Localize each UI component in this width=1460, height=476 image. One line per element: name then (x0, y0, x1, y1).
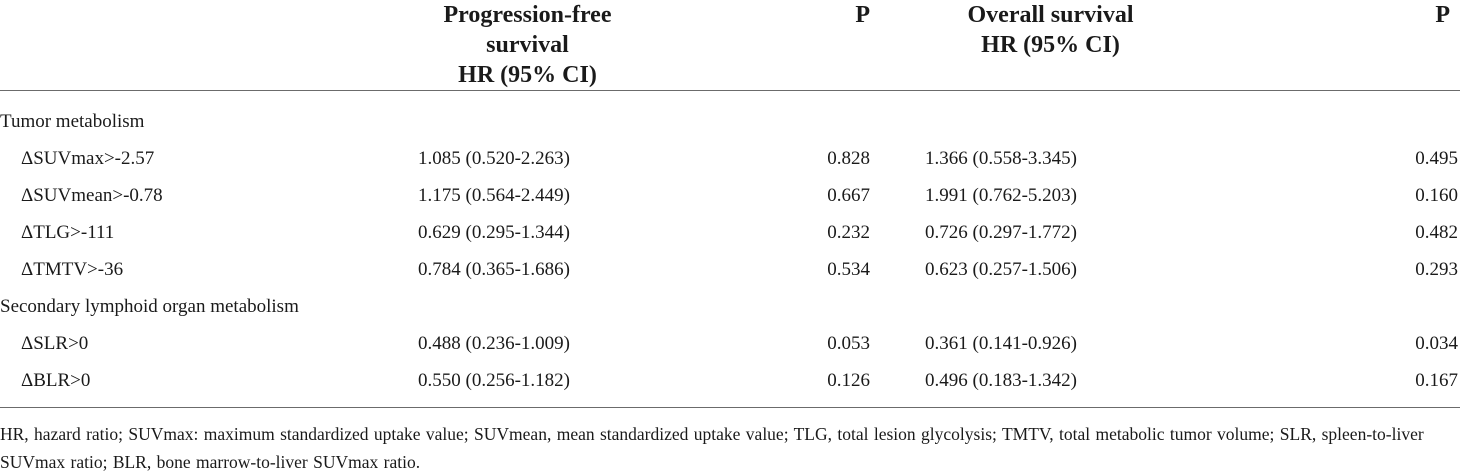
header-os-line2: HR (95% CI) (981, 32, 1120, 58)
pfs-hr-cell: 0.629 (0.295-1.344) (418, 221, 570, 243)
table-row: ΔTLG>-111 0.629 (0.295-1.344) 0.232 0.72… (0, 214, 1460, 251)
row-label: ΔBLR>0 (21, 369, 91, 391)
table-header: Progression-free survival HR (95% CI) P … (0, 0, 1460, 91)
table-row: ΔTMTV>-36 0.784 (0.365-1.686) 0.534 0.62… (0, 251, 1460, 288)
header-pfs: Progression-free survival HR (95% CI) (400, 0, 655, 91)
os-hr-cell: 0.361 (0.141-0.926) (925, 332, 1077, 354)
header-pfs-line1: Progression-free survival (443, 2, 612, 58)
section-title: Secondary lymphoid organ metabolism (0, 295, 299, 317)
os-hr-cell: 1.366 (0.558-3.345) (925, 147, 1077, 169)
pfs-p-cell: 0.232 (827, 221, 870, 243)
table-row: ΔSUVmax>-2.57 1.085 (0.520-2.263) 0.828 … (0, 140, 1460, 177)
pfs-hr-cell: 0.550 (0.256-1.182) (418, 369, 570, 391)
os-p-cell: 0.167 (1415, 369, 1458, 391)
pfs-hr-cell: 0.784 (0.365-1.686) (418, 258, 570, 280)
section-row-lymphoid: Secondary lymphoid organ metabolism (0, 288, 1460, 325)
os-p-cell: 0.160 (1415, 184, 1458, 206)
header-os-line1: Overall survival (967, 2, 1134, 28)
pfs-p-cell: 0.534 (827, 258, 870, 280)
header-p-pfs: P (855, 2, 870, 28)
row-label: ΔSUVmax>-2.57 (21, 147, 155, 169)
pfs-p-cell: 0.053 (827, 332, 870, 354)
pfs-p-cell: 0.126 (827, 369, 870, 391)
row-label: ΔTMTV>-36 (21, 258, 124, 280)
section-row-tumor: Tumor metabolism (0, 91, 1460, 141)
table-row: ΔSUVmean>-0.78 1.175 (0.564-2.449) 0.667… (0, 177, 1460, 214)
os-p-cell: 0.495 (1415, 147, 1458, 169)
table-footnote: HR, hazard ratio; SUVmax: maximum standa… (0, 424, 1424, 472)
pfs-hr-cell: 0.488 (0.236-1.009) (418, 332, 570, 354)
header-blank (0, 0, 400, 91)
os-hr-cell: 0.496 (0.183-1.342) (925, 369, 1077, 391)
header-pfs-line2: HR (95% CI) (458, 62, 597, 88)
os-hr-cell: 0.726 (0.297-1.772) (925, 221, 1077, 243)
results-table: Progression-free survival HR (95% CI) P … (0, 0, 1460, 408)
os-hr-cell: 1.991 (0.762-5.203) (925, 184, 1077, 206)
os-hr-cell: 0.623 (0.257-1.506) (925, 258, 1077, 280)
os-p-cell: 0.034 (1415, 332, 1458, 354)
header-p-os: P (1435, 2, 1450, 28)
pfs-hr-cell: 1.175 (0.564-2.449) (418, 184, 570, 206)
os-p-cell: 0.293 (1415, 258, 1458, 280)
header-os: Overall survival HR (95% CI) (873, 0, 1228, 91)
pfs-p-cell: 0.828 (827, 147, 870, 169)
os-p-cell: 0.482 (1415, 221, 1458, 243)
section-title: Tumor metabolism (0, 110, 145, 132)
row-label: ΔTLG>-111 (21, 221, 115, 243)
row-label: ΔSLR>0 (21, 332, 89, 354)
header-row: Progression-free survival HR (95% CI) P … (0, 0, 1460, 91)
table-body: Tumor metabolism ΔSUVmax>-2.57 1.085 (0.… (0, 91, 1460, 408)
table-row: ΔBLR>0 0.550 (0.256-1.182) 0.126 0.496 (… (0, 362, 1460, 408)
row-label: ΔSUVmean>-0.78 (21, 184, 163, 206)
pfs-p-cell: 0.667 (827, 184, 870, 206)
table-row: ΔSLR>0 0.488 (0.236-1.009) 0.053 0.361 (… (0, 325, 1460, 362)
pfs-hr-cell: 1.085 (0.520-2.263) (418, 147, 570, 169)
